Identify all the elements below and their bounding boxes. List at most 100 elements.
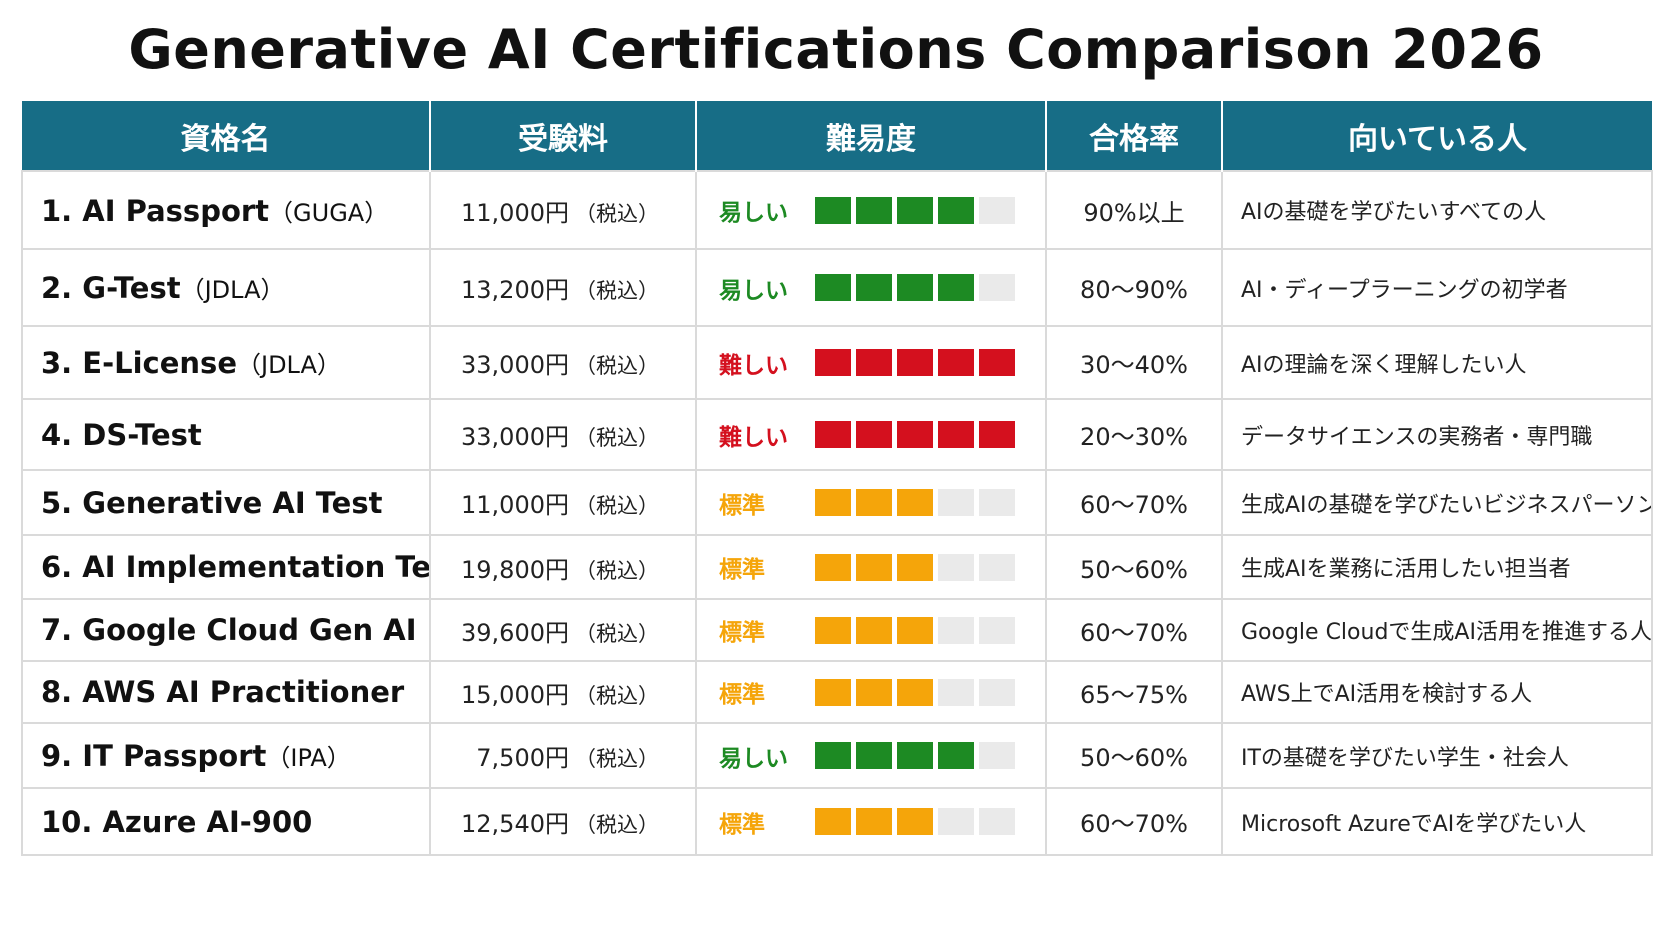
cert-org: （JDLA）	[237, 351, 341, 379]
cert-name: 6. AI Implementation Test	[41, 550, 430, 584]
fee-cell: 11,000円 （税込）	[429, 469, 697, 536]
difficulty-label: 標準	[719, 811, 765, 838]
difficulty-bar	[815, 274, 1020, 301]
cert-name-cell: 6. AI Implementation Test	[21, 534, 431, 600]
pass-rate: 20〜30%	[1045, 398, 1223, 471]
pass-rate: 60〜70%	[1045, 787, 1223, 856]
difficulty-segment	[856, 616, 892, 644]
difficulty-bar	[815, 616, 1020, 644]
difficulty-segment	[897, 616, 933, 644]
header-audience: 向いている人	[1222, 101, 1652, 171]
table-row: 3. E-License（JDLA） 33,000円 （税込） 難しい 30〜40% AI…	[21, 325, 1653, 400]
difficulty-segment	[856, 196, 892, 224]
difficulty-segment	[979, 421, 1015, 448]
difficulty-label: 易しい	[719, 277, 788, 304]
difficulty-label: 難しい	[719, 352, 788, 379]
difficulty-cell: 標準	[695, 787, 1047, 856]
difficulty-segment	[815, 553, 851, 581]
audience: AWS上でAI活用を検討する人	[1221, 660, 1653, 724]
fee-cell: 33,000円 （税込）	[429, 325, 697, 400]
difficulty-cell: 標準	[695, 660, 1047, 724]
header-pass-rate: 合格率	[1046, 101, 1223, 171]
pass-rate: 80〜90%	[1045, 248, 1223, 327]
cert-name-cell: 3. E-License（JDLA）	[21, 325, 431, 400]
difficulty-cell: 易しい	[695, 248, 1047, 327]
difficulty-segment	[815, 274, 851, 301]
fee-tax-note: （税込）	[575, 426, 659, 450]
fee-tax-note: （税込）	[575, 279, 659, 303]
difficulty-cell: 標準	[695, 534, 1047, 600]
comparison-table: 資格名 受験料 難易度 合格率 向いている人 1. AI Passport（GU…	[21, 101, 1653, 856]
difficulty-label: 易しい	[719, 745, 788, 772]
fee-cell: 11,000円 （税込）	[429, 170, 697, 250]
difficulty-segment	[815, 616, 851, 644]
difficulty-segment	[897, 349, 933, 376]
pass-rate: 30〜40%	[1045, 325, 1223, 400]
fee-cell: 19,800円 （税込）	[429, 534, 697, 600]
difficulty-segment	[897, 678, 933, 706]
fee-tax-note: （税込）	[575, 354, 659, 378]
difficulty-segment	[979, 349, 1015, 376]
pass-rate: 50〜60%	[1045, 534, 1223, 600]
table-row: 8. AWS AI Practitioner 15,000円 （税込） 標準 65〜75…	[21, 660, 1653, 724]
difficulty-segment	[979, 274, 1015, 301]
difficulty-bar	[815, 678, 1020, 706]
difficulty-segment	[897, 553, 933, 581]
difficulty-segment	[856, 808, 892, 835]
audience: AIの基礎を学びたいすべての人	[1221, 170, 1653, 250]
difficulty-segment	[979, 196, 1015, 224]
cert-org: （IPA）	[266, 744, 351, 772]
fee-cell: 39,600円 （税込）	[429, 598, 697, 662]
table-row: 6. AI Implementation Test 19,800円 （税込） 標準 50…	[21, 534, 1653, 600]
cert-name-cell: 10. Azure AI-900	[21, 787, 431, 856]
cert-name-cell: 8. AWS AI Practitioner	[21, 660, 431, 724]
cert-name-cell: 2. G-Test（JDLA）	[21, 248, 431, 327]
cert-name: 4. DS-Test	[41, 417, 202, 452]
difficulty-segment	[897, 196, 933, 224]
difficulty-cell: 易しい	[695, 170, 1047, 250]
difficulty-label: 標準	[719, 682, 765, 708]
cert-name: 3. E-License	[41, 346, 237, 380]
difficulty-bar	[815, 489, 1020, 516]
difficulty-segment	[897, 808, 933, 835]
difficulty-label: 難しい	[719, 424, 788, 451]
difficulty-label: 標準	[719, 557, 765, 583]
fee-amount: 39,600円	[461, 618, 569, 647]
fee-cell: 33,000円 （税込）	[429, 398, 697, 471]
cert-name-cell: 4. DS-Test	[21, 398, 431, 471]
fee-tax-note: （税込）	[575, 813, 659, 837]
cert-name-cell: 7. Google Cloud Gen AI Leader	[21, 598, 431, 662]
fee-amount: 19,800円	[461, 555, 569, 584]
difficulty-bar	[815, 742, 1020, 769]
difficulty-segment	[938, 421, 974, 448]
table-header: 資格名 受験料 難易度 合格率 向いている人	[22, 101, 1652, 171]
difficulty-segment	[856, 678, 892, 706]
fee-tax-note: （税込）	[575, 621, 659, 646]
difficulty-segment	[938, 678, 974, 706]
difficulty-segment	[938, 349, 974, 376]
difficulty-segment	[856, 349, 892, 376]
cert-name: 10. Azure AI-900	[41, 804, 313, 839]
difficulty-label: 易しい	[719, 200, 788, 226]
difficulty-segment	[815, 489, 851, 516]
difficulty-cell: 難しい	[695, 398, 1047, 471]
audience: Google Cloudで生成AI活用を推進する人	[1221, 598, 1653, 662]
cert-org: （GUGA）	[269, 198, 389, 227]
difficulty-segment	[979, 742, 1015, 769]
cert-name: 5. Generative AI Test	[41, 485, 383, 520]
difficulty-segment	[897, 742, 933, 769]
difficulty-bar	[815, 349, 1020, 376]
difficulty-segment	[856, 742, 892, 769]
difficulty-cell: 標準	[695, 469, 1047, 536]
fee-tax-note: （税込）	[575, 494, 659, 518]
difficulty-segment	[938, 274, 974, 301]
fee-cell: 13,200円 （税込）	[429, 248, 697, 327]
difficulty-segment	[815, 742, 851, 769]
difficulty-segment	[815, 678, 851, 706]
fee-tax-note: （税込）	[575, 558, 659, 583]
difficulty-segment	[897, 489, 933, 516]
fee-amount: 7,500円	[476, 744, 569, 772]
table-row: 7. Google Cloud Gen AI Leader39,600円（税込）…	[21, 598, 1653, 662]
difficulty-segment	[856, 553, 892, 581]
audience: データサイエンスの実務者・専門職	[1221, 398, 1653, 471]
